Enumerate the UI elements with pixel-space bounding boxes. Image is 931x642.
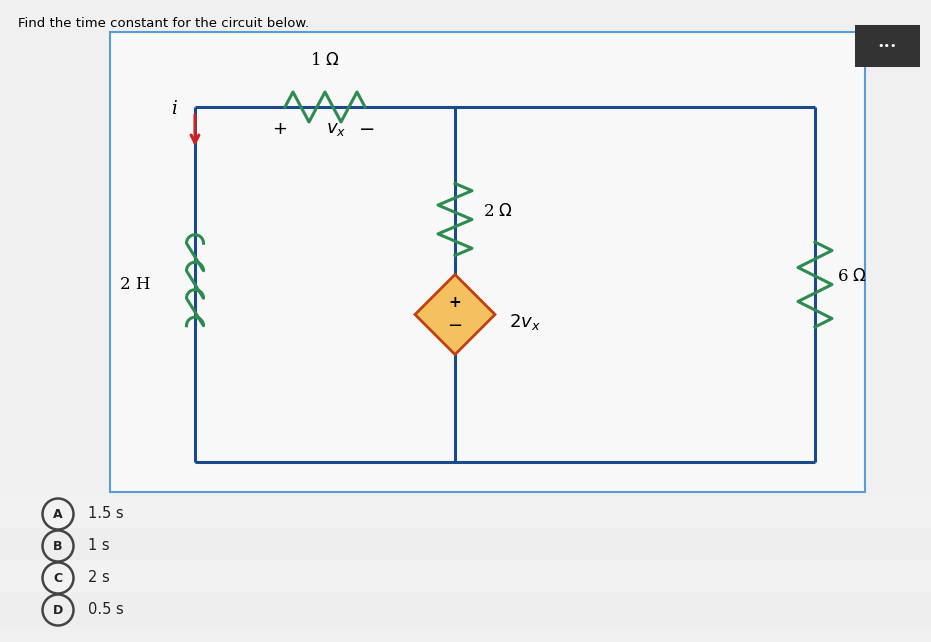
Text: D: D [53,603,63,616]
Text: i: i [171,100,177,118]
Text: 1.5 s: 1.5 s [88,507,124,521]
Text: −: − [448,318,463,336]
Text: 2 $\Omega$: 2 $\Omega$ [483,203,513,220]
Text: 2 H: 2 H [119,276,150,293]
FancyBboxPatch shape [0,592,931,628]
Text: 2 s: 2 s [88,571,110,586]
FancyBboxPatch shape [0,560,931,596]
Text: Find the time constant for the circuit below.: Find the time constant for the circuit b… [18,17,309,30]
Text: B: B [53,539,62,553]
Text: +: + [273,120,288,138]
Text: A: A [53,507,62,521]
Text: 6 $\Omega$: 6 $\Omega$ [837,268,867,285]
Text: •••: ••• [878,41,897,51]
Text: $2v_x$: $2v_x$ [509,313,541,333]
FancyBboxPatch shape [110,32,865,492]
Text: 1 $\Omega$: 1 $\Omega$ [310,52,340,69]
FancyBboxPatch shape [0,528,931,564]
Polygon shape [415,275,495,354]
Text: 1 s: 1 s [88,539,110,553]
Text: 0.5 s: 0.5 s [88,602,124,618]
Text: C: C [53,571,62,584]
Text: $v_x$: $v_x$ [326,120,346,138]
Text: +: + [449,295,462,310]
FancyBboxPatch shape [855,25,920,67]
Text: −: − [358,119,375,139]
FancyBboxPatch shape [0,496,931,532]
